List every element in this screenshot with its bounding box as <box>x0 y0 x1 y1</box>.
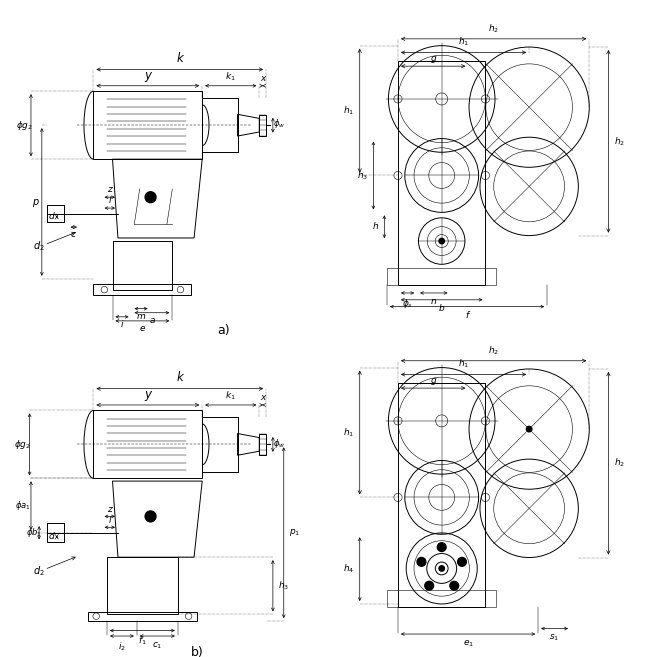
Text: l: l <box>109 196 111 206</box>
Text: m: m <box>136 312 146 321</box>
Circle shape <box>417 558 426 566</box>
Circle shape <box>526 426 532 432</box>
Bar <box>398 60 486 284</box>
Text: $p_1$: $p_1$ <box>289 527 300 538</box>
Text: $h_1$: $h_1$ <box>343 104 354 117</box>
Circle shape <box>145 511 156 522</box>
Bar <box>94 91 202 159</box>
Text: k: k <box>176 51 183 64</box>
Text: $h_3$: $h_3$ <box>278 579 289 592</box>
Text: $\phi_w$: $\phi_w$ <box>273 436 285 449</box>
Text: $h_4$: $h_4$ <box>343 563 354 576</box>
Text: e: e <box>140 324 145 333</box>
Text: d: d <box>49 532 54 541</box>
Text: $c_1$: $c_1$ <box>152 640 162 650</box>
Text: y: y <box>144 69 151 82</box>
Bar <box>112 240 172 290</box>
Circle shape <box>439 238 445 244</box>
Circle shape <box>145 192 156 202</box>
Text: x: x <box>260 74 265 83</box>
Text: c: c <box>71 230 75 239</box>
Text: $\phi a_1$: $\phi a_1$ <box>15 499 31 512</box>
Text: a): a) <box>218 324 230 336</box>
Bar <box>259 115 266 135</box>
Text: x: x <box>260 393 265 401</box>
Text: $h_3$: $h_3$ <box>357 170 368 182</box>
Text: h: h <box>373 222 379 231</box>
Bar <box>259 434 266 455</box>
Bar <box>398 382 486 606</box>
Bar <box>387 590 497 606</box>
Text: i: i <box>121 320 124 329</box>
Text: $h_2$: $h_2$ <box>488 344 499 357</box>
Text: $h_1$: $h_1$ <box>458 36 469 49</box>
Bar <box>47 206 64 221</box>
Text: $\phi b_1$: $\phi b_1$ <box>26 526 42 539</box>
Text: $k_1$: $k_1$ <box>226 389 236 401</box>
Text: $h_2$: $h_2$ <box>488 22 499 35</box>
Circle shape <box>458 558 466 566</box>
Text: z: z <box>107 505 112 514</box>
Text: z: z <box>107 185 112 194</box>
Circle shape <box>450 581 459 590</box>
Text: g: g <box>430 376 436 385</box>
Text: f: f <box>465 311 469 320</box>
Bar <box>94 284 191 295</box>
Text: y: y <box>144 388 151 401</box>
Text: $s_1$: $s_1$ <box>549 633 560 643</box>
Text: a: a <box>149 316 155 325</box>
Text: p: p <box>32 197 38 207</box>
Text: $\phi g_2$: $\phi g_2$ <box>16 119 32 131</box>
Text: $f_1$: $f_1$ <box>138 635 147 647</box>
Text: $k_1$: $k_1$ <box>226 70 236 83</box>
Text: l: l <box>109 516 111 524</box>
Text: n: n <box>431 297 437 306</box>
Text: $h_2$: $h_2$ <box>614 135 625 148</box>
Text: k: k <box>176 371 183 384</box>
Bar <box>202 417 237 472</box>
Text: g: g <box>430 54 436 63</box>
Bar <box>387 268 497 284</box>
Text: $e_1$: $e_1$ <box>463 638 474 648</box>
Bar <box>94 411 202 478</box>
Bar <box>202 98 237 152</box>
Text: $d_2$: $d_2$ <box>33 564 45 578</box>
Bar <box>88 612 197 621</box>
Text: b): b) <box>190 646 203 657</box>
Text: $i_2$: $i_2$ <box>118 640 126 652</box>
Text: $\phi_w$: $\phi_w$ <box>273 118 285 130</box>
Text: d: d <box>49 212 54 221</box>
Text: $\phi_s$: $\phi_s$ <box>402 297 413 310</box>
Text: b: b <box>439 304 445 313</box>
Circle shape <box>439 566 445 571</box>
Text: $d_2$: $d_2$ <box>33 239 45 253</box>
Bar <box>107 557 177 614</box>
Text: $\phi g_2$: $\phi g_2$ <box>14 438 31 451</box>
Circle shape <box>437 543 446 551</box>
Text: $h_2$: $h_2$ <box>614 457 625 470</box>
Circle shape <box>425 581 434 590</box>
Text: $h_1$: $h_1$ <box>458 358 469 371</box>
Bar <box>47 523 64 542</box>
Text: $h_1$: $h_1$ <box>343 426 354 439</box>
